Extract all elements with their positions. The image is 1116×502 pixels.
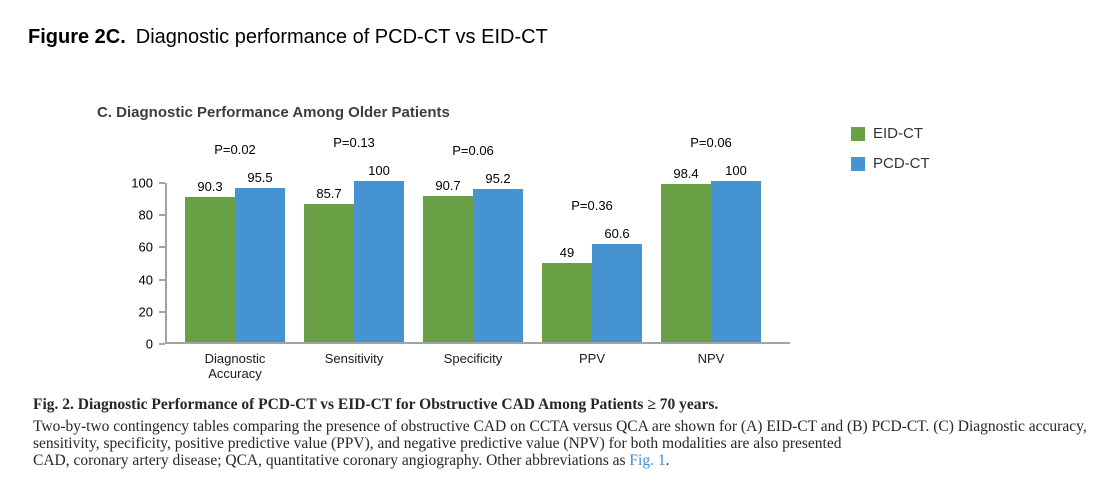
p-value-label-specificity: P=0.06 (452, 142, 494, 158)
bar-eid-ct-specificity: 90.7 (423, 178, 473, 342)
x-axis-label-sensitivity: Sensitivity (324, 351, 384, 366)
x-axis-label-specificity: Specificity (443, 351, 503, 366)
caption-line-3: sensitivity, specificity, positive predi… (33, 435, 842, 452)
caption-abbrev-text: CAD, coronary artery disease; QCA, quant… (33, 452, 630, 469)
y-tick-mark (159, 246, 165, 249)
plot-area: 0 20 40 60 80 100 90.3 95.5 P=0.02 Diagnostic Acc… (131, 135, 790, 381)
legend-item-pcd-ct: PCD-CT (851, 155, 930, 172)
legend-swatch-icon (851, 126, 865, 141)
p-value-label-ppv: P=0.36 (571, 198, 613, 214)
y-tick-mark (159, 343, 165, 345)
bar-pcd-ct-sensitivity: 100 (354, 163, 404, 342)
y-tick-label-60: 60 (138, 239, 153, 255)
bar-eid-ct-npv: 98.4 (661, 166, 711, 342)
bar-value-label: 60.6 (604, 226, 630, 242)
chart-title: C. Diagnostic Performance Among Older Pa… (97, 104, 450, 121)
caption-line-2: Two-by-two contingency tables comparing … (33, 418, 1087, 435)
p-value-label-diagnostic-accuracy: P=0.02 (214, 142, 256, 158)
bar-eid-ct-ppv: 49 (542, 245, 592, 342)
caption-title: Fig. 2. Diagnostic Performance of PCD-CT… (33, 396, 719, 413)
bar-value-label: 100 (368, 163, 390, 178)
bar-group-diagnostic-accuracy: 90.3 95.5 P=0.02 Diagnostic Accuracy (185, 142, 285, 381)
legend-item-eid-ct: EID-CT (851, 125, 930, 142)
legend: EID-CT PCD-CT (851, 125, 930, 172)
figure-label: Figure 2C. (28, 26, 126, 48)
bar-chart: 0 20 40 60 80 100 90.3 95.5 P=0.02 Diagnostic Acc… (131, 135, 790, 381)
bar-group-specificity: 90.7 95.2 P=0.06 Specificity (423, 143, 523, 366)
bar-eid-ct-diagnostic-accuracy: 90.3 (185, 179, 235, 342)
bar-value-label: 49 (559, 245, 575, 261)
bar-group-sensitivity: 85.7 100 P=0.13 Sensitivity (304, 135, 404, 366)
caption-abbreviations-line: CAD, coronary artery disease; QCA, quant… (33, 452, 1113, 469)
bar-group-npv: 98.4 100 P=0.06 NPV (661, 135, 761, 366)
x-axis-label-ppv: PPV (578, 351, 605, 366)
p-value-label-npv: P=0.06 (690, 135, 732, 150)
figure-title-text: Diagnostic performance of PCD-CT vs EID-… (135, 26, 548, 48)
y-tick-mark (159, 182, 165, 184)
figure-caption: Fig. 2. Diagnostic Performance of PCD-CT… (33, 396, 1113, 469)
figure-heading: Figure 2C. Diagnostic performance of PCD-… (28, 26, 548, 49)
bar-pcd-ct-npv: 100 (711, 163, 761, 342)
bar-eid-ct-sensitivity: 85.7 (304, 186, 354, 342)
bar-pcd-ct-specificity: 95.2 (473, 171, 523, 342)
y-tick-mark (159, 278, 165, 281)
legend-swatch-icon (851, 156, 865, 171)
bar-value-label: 95.5 (247, 170, 273, 186)
bar-value-label: 100 (725, 163, 747, 178)
bar-group-ppv: 49 60.6 P=0.36 PPV (542, 183, 642, 366)
bar-value-label: 95.2 (485, 170, 511, 186)
y-tick-mark (159, 214, 165, 217)
y-tick-label-40: 40 (138, 272, 153, 288)
bar-value-label: 90.7 (435, 177, 461, 193)
caption-abbrev-period: . (665, 452, 670, 469)
p-value-label-sensitivity: P=0.13 (333, 135, 375, 150)
legend-label: EID-CT (873, 125, 923, 142)
x-axis-label-npv: NPV (697, 351, 725, 366)
y-tick-label-20: 20 (138, 304, 153, 320)
x-axis-label-diagnostic-accuracy: Diagnostic Accuracy (204, 351, 266, 381)
fig1-link[interactable]: Fig. 1 (629, 452, 666, 469)
y-tick-label-80: 80 (138, 207, 153, 223)
y-tick-label-0: 0 (145, 336, 153, 352)
bar-pcd-ct-diagnostic-accuracy: 95.5 (235, 170, 285, 342)
bar-value-label: 98.4 (673, 165, 699, 181)
bar-pcd-ct-ppv: 60.6 (592, 226, 642, 342)
legend-label: PCD-CT (873, 155, 930, 172)
bar-value-label: 85.7 (316, 186, 342, 202)
y-tick-mark (159, 310, 165, 313)
bar-value-label: 90.3 (197, 178, 223, 194)
y-tick-label-100: 100 (131, 175, 153, 191)
